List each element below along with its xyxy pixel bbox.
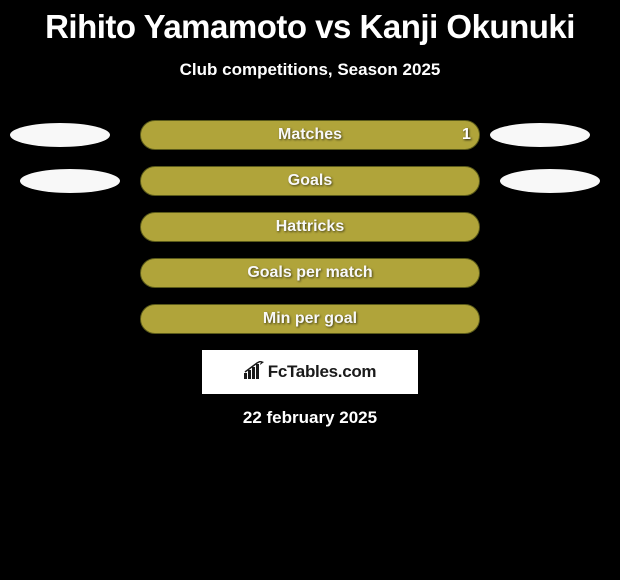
left-ellipse	[20, 169, 120, 193]
stat-label: Goals	[140, 166, 480, 196]
subtitle: Club competitions, Season 2025	[0, 60, 620, 80]
stat-row: Goals per match	[0, 258, 620, 288]
stat-row: Goals	[0, 166, 620, 196]
stat-row: Matches1	[0, 120, 620, 150]
stat-label: Matches	[140, 120, 480, 150]
stat-label: Goals per match	[140, 258, 480, 288]
stat-label: Hattricks	[140, 212, 480, 242]
brand-text: FcTables.com	[268, 362, 377, 382]
right-ellipse	[500, 169, 600, 193]
date-label: 22 february 2025	[0, 408, 620, 428]
right-value: 1	[462, 120, 471, 150]
left-ellipse	[10, 123, 110, 147]
stat-label: Min per goal	[140, 304, 480, 334]
page-title: Rihito Yamamoto vs Kanji Okunuki	[0, 0, 620, 46]
stat-rows: Matches1 Goals Hattricks Goals per match Min…	[0, 120, 620, 334]
bar-chart-icon	[244, 361, 264, 384]
brand-box: FcTables.com	[202, 350, 418, 394]
right-ellipse	[490, 123, 590, 147]
stat-row: Hattricks	[0, 212, 620, 242]
stat-row: Min per goal	[0, 304, 620, 334]
